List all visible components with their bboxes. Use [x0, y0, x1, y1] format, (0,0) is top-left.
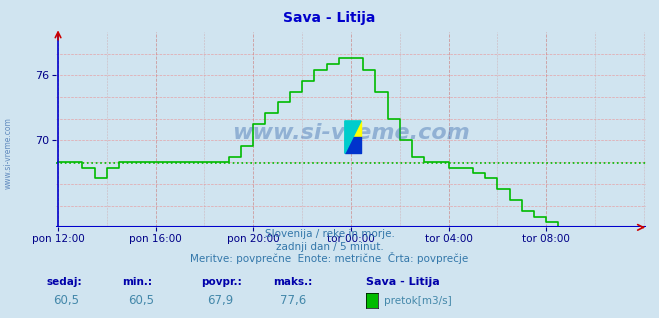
- Text: 77,6: 77,6: [280, 294, 306, 307]
- Text: www.si-vreme.com: www.si-vreme.com: [232, 123, 470, 143]
- Text: 60,5: 60,5: [129, 294, 154, 307]
- Text: min.:: min.:: [122, 277, 152, 287]
- Text: 60,5: 60,5: [53, 294, 78, 307]
- Text: pretok[m3/s]: pretok[m3/s]: [384, 296, 451, 306]
- Text: zadnji dan / 5 minut.: zadnji dan / 5 minut.: [275, 242, 384, 252]
- Text: sedaj:: sedaj:: [46, 277, 82, 287]
- Text: maks.:: maks.:: [273, 277, 313, 287]
- Text: Sava - Litija: Sava - Litija: [283, 11, 376, 25]
- Polygon shape: [345, 121, 361, 154]
- Text: Meritve: povprečne  Enote: metrične  Črta: povprečje: Meritve: povprečne Enote: metrične Črta:…: [190, 252, 469, 264]
- Text: www.si-vreme.com: www.si-vreme.com: [4, 117, 13, 189]
- Text: povpr.:: povpr.:: [201, 277, 242, 287]
- Text: Slovenija / reke in morje.: Slovenija / reke in morje.: [264, 229, 395, 239]
- Text: Sava - Litija: Sava - Litija: [366, 277, 440, 287]
- Text: 67,9: 67,9: [208, 294, 234, 307]
